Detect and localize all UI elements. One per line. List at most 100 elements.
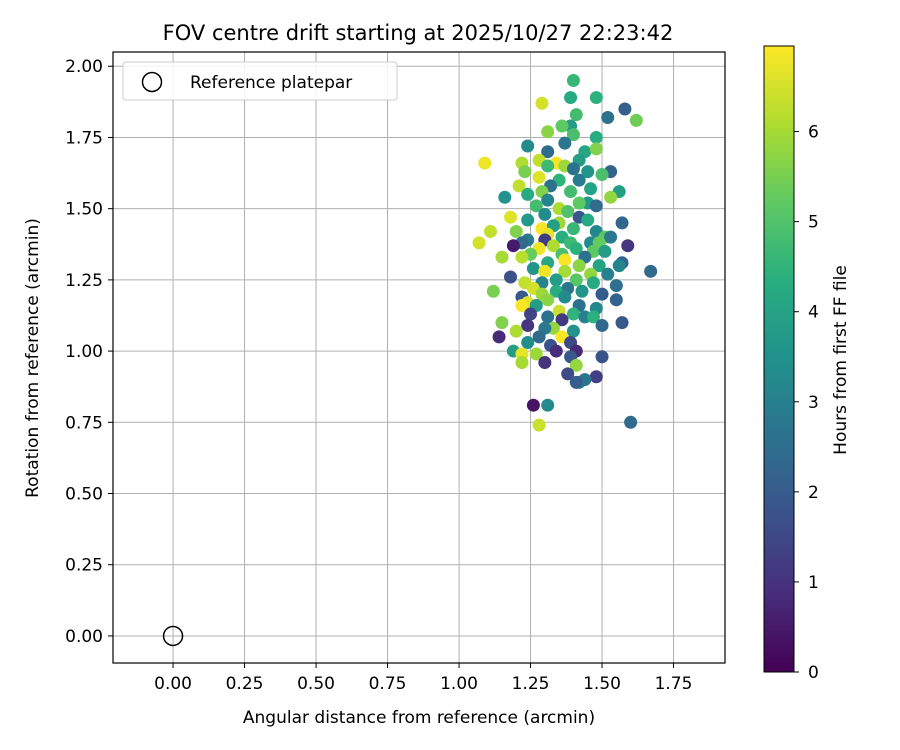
data-point [495, 250, 509, 264]
data-point [595, 318, 609, 332]
x-tick-label: 1.00 [440, 674, 478, 694]
data-point [541, 159, 555, 173]
data-point [581, 165, 595, 179]
data-point [595, 167, 609, 181]
data-point [515, 250, 529, 264]
data-point [575, 284, 589, 298]
data-point [615, 216, 629, 230]
y-tick-label: 1.75 [65, 128, 103, 148]
data-point [592, 259, 606, 273]
y-axis-ticks: 0.00 0.25 0.50 0.75 1.00 1.25 1.50 1.75 2.00 [65, 57, 113, 647]
colorbar-label: Hours from first FF file [831, 265, 851, 455]
data-point [521, 336, 535, 350]
data-point [532, 418, 546, 432]
x-tick-label: 0.25 [226, 674, 264, 694]
data-point [555, 119, 569, 133]
y-tick-label: 1.25 [65, 271, 103, 291]
data-point [601, 111, 615, 125]
data-point [561, 367, 575, 381]
data-point [526, 398, 540, 412]
data-point [572, 173, 586, 187]
data-point [586, 276, 600, 290]
data-point [584, 182, 598, 196]
x-tick-label: 1.50 [583, 674, 621, 694]
y-tick-label: 0.00 [65, 627, 103, 647]
colorbar-ticks: 0 1 2 3 4 5 6 [794, 123, 819, 683]
data-point [601, 267, 615, 281]
data-point [521, 318, 535, 332]
data-point [612, 259, 626, 273]
colorbar-tick-label: 2 [808, 483, 819, 503]
data-point [538, 264, 552, 278]
data-point [541, 310, 555, 324]
colorbar-tick-label: 6 [808, 123, 819, 143]
data-point [504, 270, 518, 284]
data-point [555, 313, 569, 327]
data-point [521, 187, 535, 201]
data-point [629, 113, 643, 127]
y-tick-label: 0.75 [65, 413, 103, 433]
data-point [549, 344, 563, 358]
data-point [566, 307, 580, 321]
data-point [564, 185, 578, 199]
data-point [604, 190, 618, 204]
data-point [472, 236, 486, 250]
legend: Reference platepar [122, 61, 398, 101]
x-tick-label: 0.00 [154, 674, 192, 694]
data-point [589, 142, 603, 156]
data-point [498, 190, 512, 204]
data-point [595, 287, 609, 301]
data-point [538, 207, 552, 221]
x-tick-label: 0.75 [369, 674, 407, 694]
data-point [518, 165, 532, 179]
data-point [581, 213, 595, 227]
legend-box [122, 61, 398, 101]
data-point [535, 96, 549, 110]
data-point [615, 316, 629, 330]
data-point [541, 125, 555, 139]
data-point [564, 91, 578, 105]
y-tick-label: 2.00 [65, 57, 103, 77]
data-point [604, 230, 618, 244]
data-point [561, 205, 575, 219]
data-point [589, 91, 603, 105]
data-point [572, 259, 586, 273]
legend-marker-circle [141, 71, 163, 93]
data-point [589, 199, 603, 213]
y-tick-label: 1.00 [65, 342, 103, 362]
colorbar-tick-label: 0 [808, 663, 819, 683]
data-point [624, 415, 638, 429]
data-point [566, 73, 580, 87]
data-point [541, 398, 555, 412]
data-point [512, 179, 526, 193]
data-point [586, 310, 600, 324]
data-point [549, 273, 563, 287]
data-point [569, 108, 583, 122]
data-point [509, 324, 523, 338]
data-point [566, 128, 580, 142]
colorbar-tick-label: 4 [808, 303, 819, 323]
data-point [609, 279, 623, 293]
data-point [558, 290, 572, 304]
data-point [529, 347, 543, 361]
colorbar-tick-label: 1 [808, 573, 819, 593]
y-tick-label: 0.50 [65, 485, 103, 505]
data-point [566, 222, 580, 236]
data-point [515, 299, 529, 313]
data-point [538, 355, 552, 369]
x-tick-label: 1.25 [512, 674, 550, 694]
data-point [589, 370, 603, 384]
data-point [524, 307, 538, 321]
colorbar [763, 45, 795, 673]
y-tick-label: 1.50 [65, 200, 103, 220]
data-point [521, 139, 535, 153]
data-point [541, 145, 555, 159]
x-axis-label: Angular distance from reference (arcmin) [243, 708, 595, 728]
data-point [541, 193, 555, 207]
data-point [521, 213, 535, 227]
data-point [546, 239, 560, 253]
data-point [506, 239, 520, 253]
